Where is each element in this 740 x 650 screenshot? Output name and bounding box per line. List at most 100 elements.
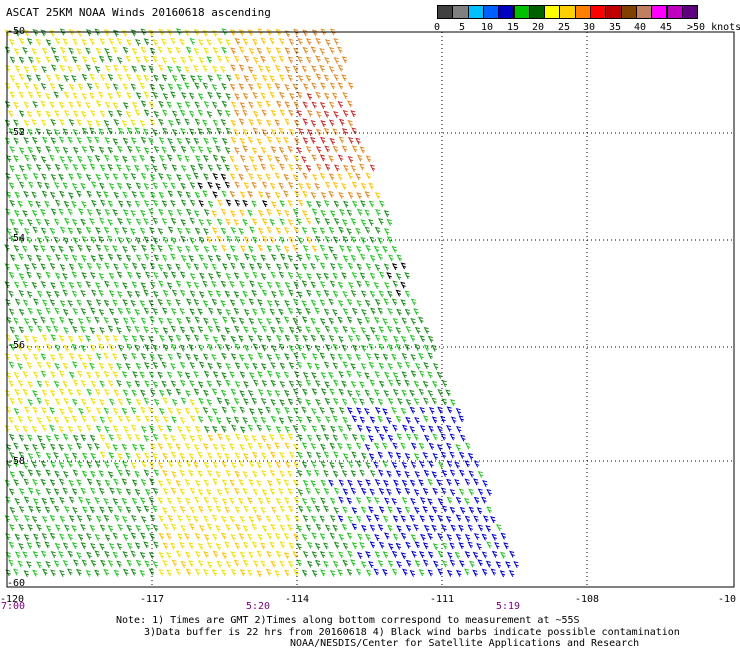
wind-barb <box>140 46 147 54</box>
wind-barb <box>194 407 200 415</box>
wind-barb <box>301 65 308 73</box>
wind-barb <box>122 173 129 181</box>
wind-barb <box>162 507 168 515</box>
wind-barb <box>310 262 316 270</box>
wind-barb <box>171 110 178 118</box>
wind-barb <box>81 201 87 209</box>
wind-barb <box>257 65 264 73</box>
wind-barb <box>59 156 65 164</box>
wind-barb <box>265 192 271 200</box>
wind-barb <box>62 487 68 495</box>
wind-barb <box>31 262 37 270</box>
wind-barb <box>347 479 353 487</box>
wind-barb <box>103 299 110 307</box>
wind-barb <box>437 389 443 397</box>
wind-barb <box>266 208 272 216</box>
wind-barb <box>347 262 354 270</box>
wind-barb <box>302 334 308 342</box>
wind-barb <box>315 523 322 531</box>
wind-barb <box>422 542 429 550</box>
wind-barb <box>22 462 29 470</box>
wind-barb <box>387 363 393 371</box>
wind-barb <box>77 533 84 541</box>
wind-barb <box>248 372 255 380</box>
wind-barb <box>239 298 246 306</box>
wind-barb <box>171 74 178 82</box>
wind-barb <box>72 38 79 46</box>
wind-barb <box>71 200 77 208</box>
wind-barb <box>198 254 204 262</box>
wind-barb <box>225 199 232 207</box>
wind-barb <box>121 371 128 379</box>
wind-barb <box>238 497 244 505</box>
wind-barb <box>116 271 123 279</box>
wind-barb <box>350 559 356 567</box>
wind-barb <box>143 362 150 370</box>
wind-barb <box>329 515 336 523</box>
wind-barb <box>360 506 367 514</box>
wind-barb <box>260 542 266 550</box>
wind-barb <box>206 561 213 569</box>
wind-barb <box>67 443 73 451</box>
wind-barb <box>378 433 385 441</box>
wind-barb <box>116 362 122 370</box>
wind-barb <box>324 416 331 424</box>
wind-barb <box>90 199 97 207</box>
wind-barb <box>203 425 210 433</box>
wind-barb <box>338 244 345 252</box>
wind-barb <box>139 497 146 505</box>
wind-barb <box>351 397 358 405</box>
wind-barb <box>207 362 213 370</box>
wind-barb <box>121 407 128 415</box>
wind-barb <box>221 352 227 360</box>
wind-barb <box>252 416 258 424</box>
wind-barb <box>135 92 142 100</box>
wind-barb <box>328 155 334 163</box>
wind-barb <box>383 390 390 398</box>
wind-barb <box>89 362 95 370</box>
wind-barb <box>243 164 250 172</box>
wind-barb <box>274 172 281 180</box>
wind-barb <box>360 236 366 244</box>
wind-barb <box>63 326 69 334</box>
wind-barb <box>90 397 96 405</box>
wind-barb <box>324 381 330 389</box>
wind-barb <box>13 479 19 487</box>
wind-barb <box>31 425 38 433</box>
wind-barb <box>22 388 29 396</box>
wind-barb <box>265 100 271 108</box>
wind-barb <box>311 29 318 37</box>
wind-barb <box>391 353 397 361</box>
wind-barb <box>346 228 352 236</box>
wind-barb <box>116 145 123 153</box>
wind-barb <box>342 308 349 316</box>
wind-barb <box>189 326 195 334</box>
wind-barb <box>149 533 155 541</box>
wind-barb <box>301 406 307 414</box>
wind-barb <box>50 569 56 577</box>
wind-barb <box>292 407 299 415</box>
legend-swatch <box>605 5 622 19</box>
wind-barb <box>203 208 210 216</box>
wind-barb <box>55 253 61 261</box>
wind-barb <box>283 316 290 324</box>
wind-barb <box>248 516 255 524</box>
wind-barb <box>203 534 210 542</box>
wind-barb <box>27 200 34 208</box>
wind-barb <box>211 353 217 361</box>
wind-barb <box>212 478 218 486</box>
wind-barb <box>149 83 156 91</box>
wind-barb <box>148 551 155 559</box>
wind-barb <box>266 532 273 540</box>
wind-barb <box>284 300 290 308</box>
wind-barb <box>180 164 187 172</box>
wind-barb <box>270 201 277 209</box>
wind-barb <box>71 183 78 191</box>
wind-barb <box>329 210 336 218</box>
wind-barb <box>95 299 102 307</box>
wind-barb <box>77 335 84 343</box>
wind-barb <box>338 118 345 126</box>
wind-barb <box>496 523 502 531</box>
wind-barb <box>149 173 156 181</box>
wind-barb <box>370 307 376 315</box>
